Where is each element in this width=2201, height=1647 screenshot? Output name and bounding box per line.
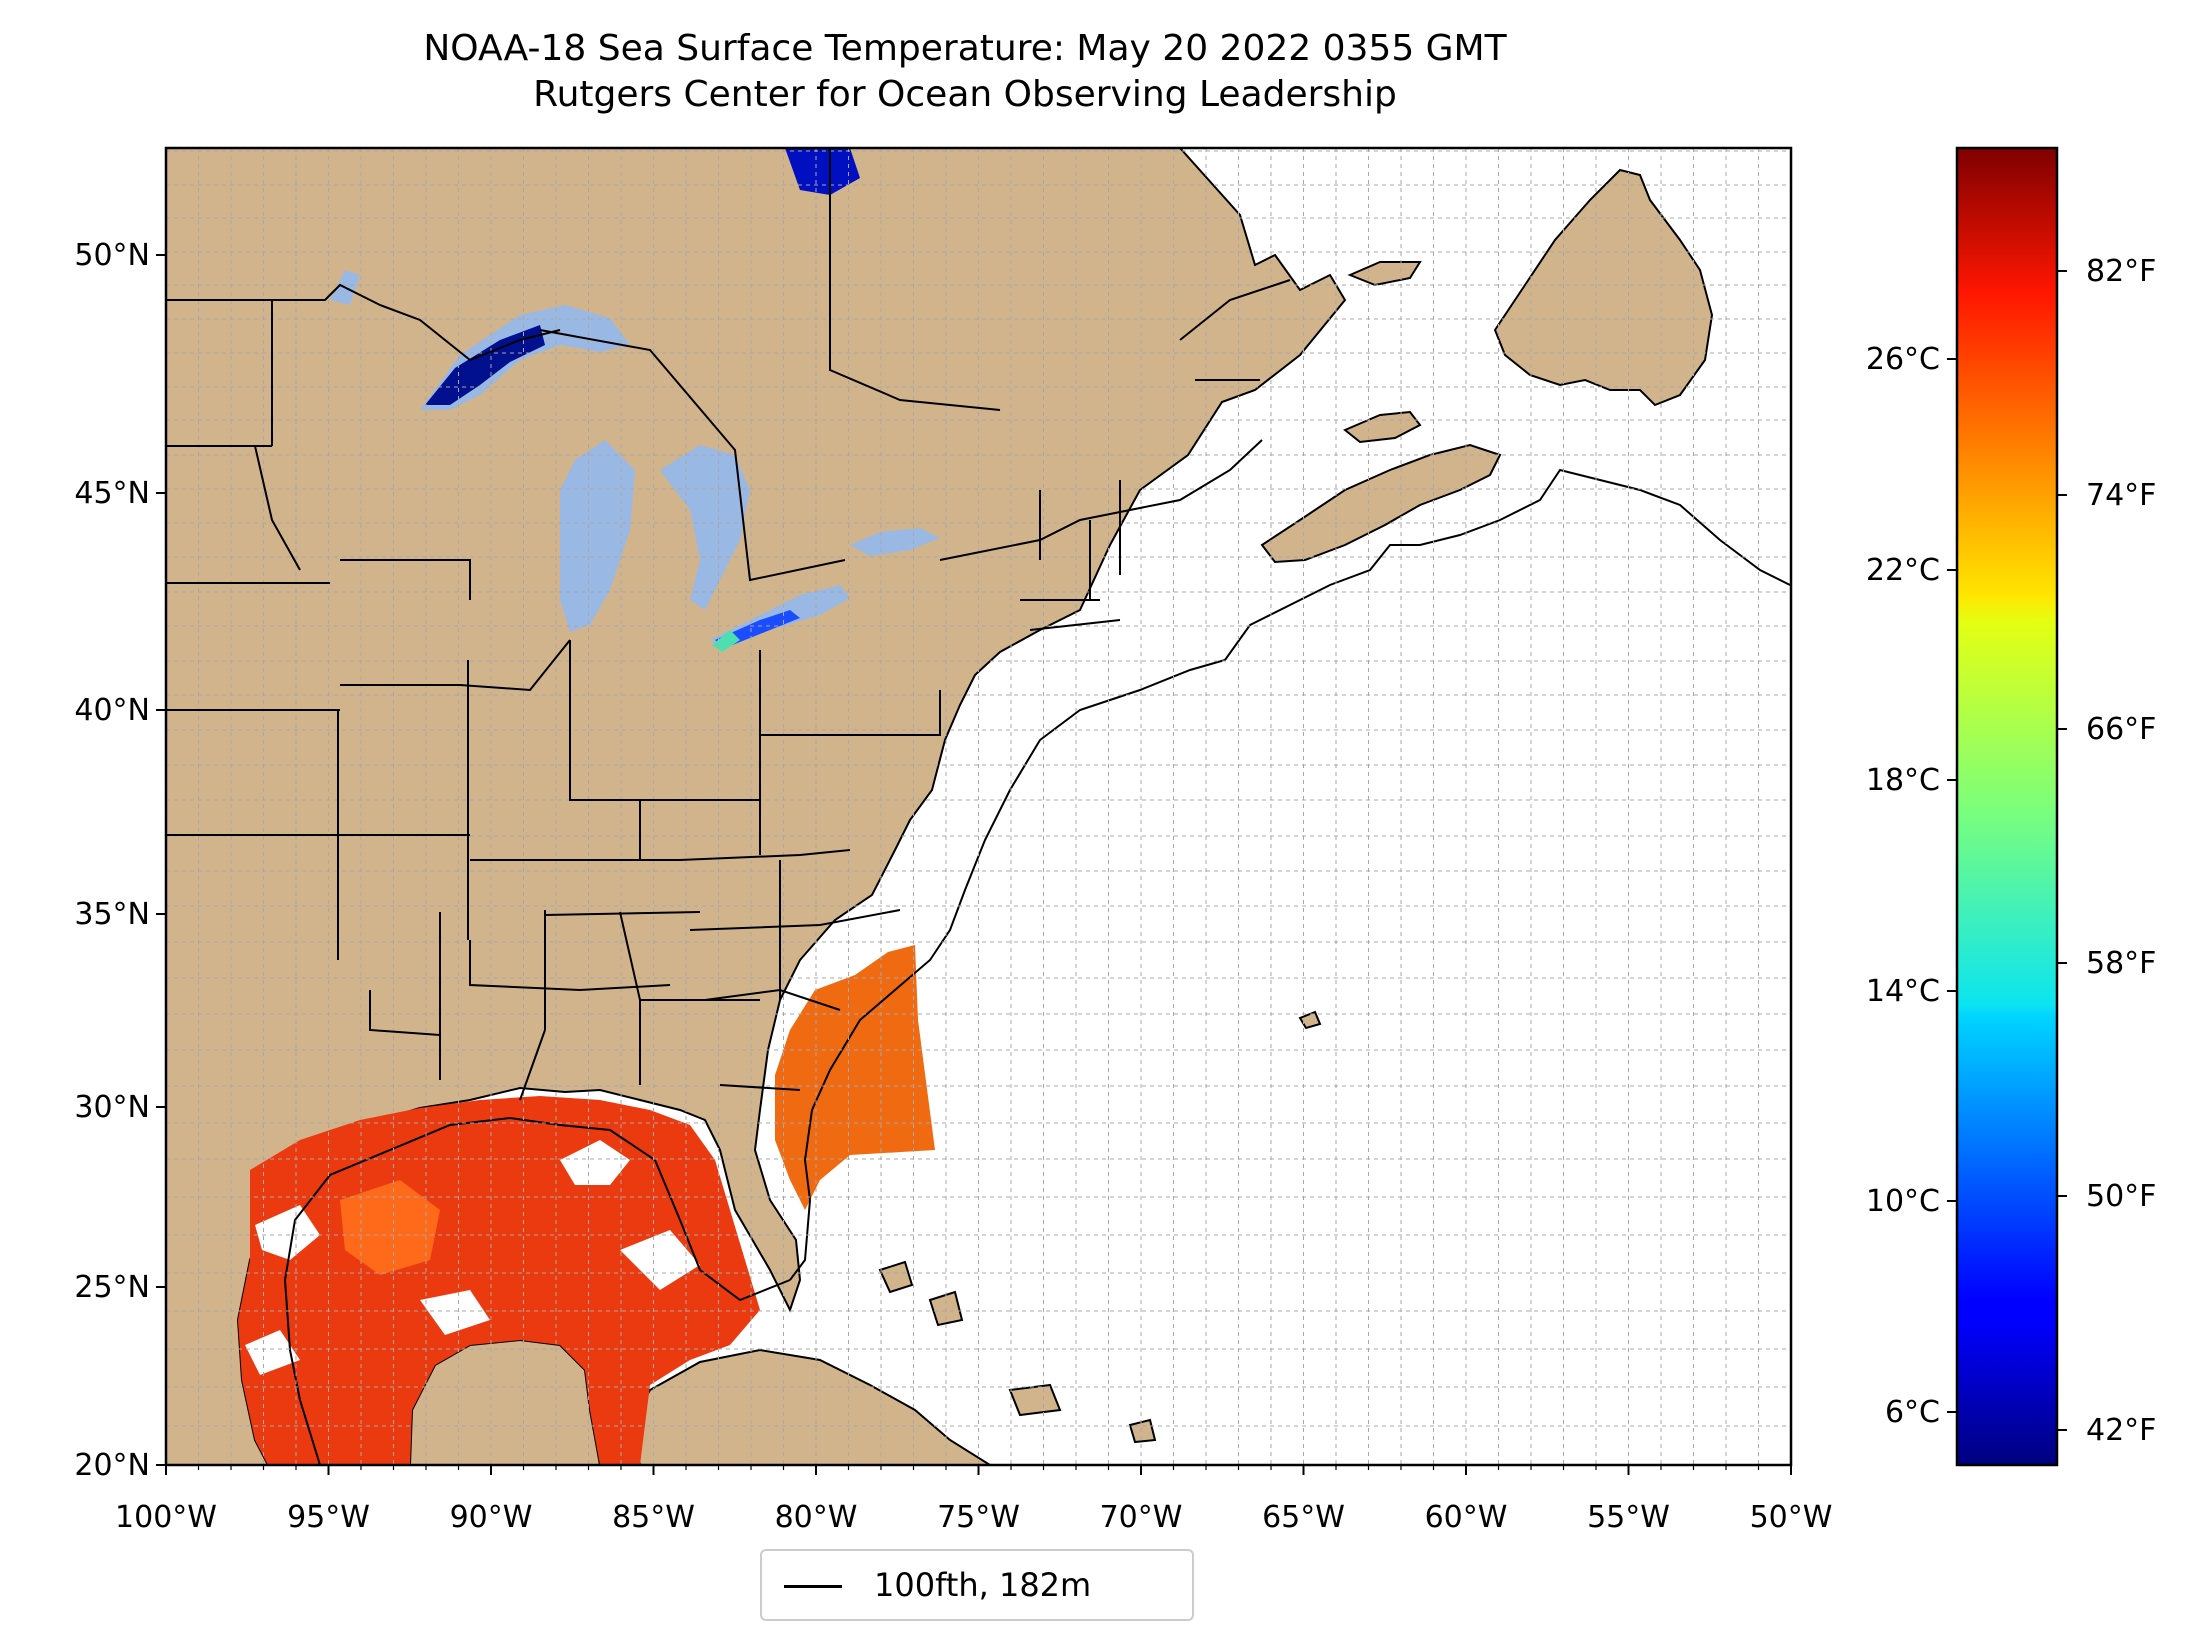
lat-tick-label: 20°N: [74, 1448, 150, 1483]
lon-tick-label: 50°W: [1750, 1500, 1833, 1535]
lake-michigan: [560, 440, 635, 632]
celsius-tick-label: 10°C: [1866, 1184, 1940, 1219]
lat-tick-label: 25°N: [74, 1270, 150, 1305]
lat-tick-label: 35°N: [74, 897, 150, 932]
sst-gulf-of-mexico: [238, 1096, 760, 1465]
isobath-100fth-gulf: [283, 1116, 791, 1465]
lake-huron: [660, 445, 750, 610]
map-area: [166, 148, 1791, 1465]
fahrenheit-tick-label: 42°F: [2086, 1413, 2156, 1448]
title-line-2: Rutgers Center for Ocean Observing Leade…: [533, 74, 1397, 115]
graticule: [166, 148, 1791, 1465]
lat-tick-labels: 20°N 25°N 30°N 35°N 40°N 45°N 50°N: [74, 238, 150, 1483]
lon-tick-labels: 100°W 95°W 90°W 85°W 80°W 75°W 70°W 65°W…: [115, 1500, 1832, 1535]
legend-label: 100fth, 182m: [874, 1566, 1092, 1604]
celsius-tick-label: 14°C: [1866, 974, 1940, 1009]
celsius-tick-label: 18°C: [1866, 763, 1940, 798]
land-nova-scotia: [1260, 443, 1502, 564]
title-line-1: NOAA-18 Sea Surface Temperature: May 20 …: [423, 28, 1507, 69]
lon-tick-label: 70°W: [1100, 1500, 1183, 1535]
lon-tick-label: 90°W: [450, 1500, 533, 1535]
lon-tick-label: 95°W: [287, 1500, 370, 1535]
lat-tick-label: 45°N: [74, 476, 150, 511]
lat-tick-label: 50°N: [74, 238, 150, 273]
fahrenheit-tick-label: 50°F: [2086, 1179, 2156, 1214]
legend: 100fth, 182m: [760, 1549, 1194, 1621]
lat-tick-label: 30°N: [74, 1090, 150, 1125]
colorbar-fahrenheit-labels: 42°F 50°F 58°F 66°F 74°F 82°F: [2086, 254, 2156, 1448]
lon-tick-label: 75°W: [937, 1500, 1020, 1535]
lat-axis: [156, 254, 166, 1466]
map-title: NOAA-18 Sea Surface Temperature: May 20 …: [0, 26, 1930, 118]
lon-tick-label: 65°W: [1262, 1500, 1345, 1535]
sst-gulf-warm-patch: [340, 1180, 440, 1275]
colorbar-fahrenheit-ticks: [2057, 270, 2067, 1431]
land-anticosti: [1347, 261, 1422, 287]
lake-ontario: [850, 528, 940, 556]
lon-tick-label: 100°W: [115, 1500, 217, 1535]
fahrenheit-tick-label: 58°F: [2086, 946, 2156, 981]
cloud-gaps: [245, 1140, 700, 1375]
lon-tick-label: 60°W: [1425, 1500, 1508, 1535]
lon-tick-label: 85°W: [612, 1500, 695, 1535]
legend-line-swatch: [784, 1585, 842, 1588]
sst-hudson-bay-cold: [785, 148, 860, 195]
celsius-tick-label: 6°C: [1885, 1395, 1940, 1430]
sst-lake-superior-cold: [425, 325, 545, 405]
fahrenheit-tick-label: 82°F: [2086, 254, 2156, 289]
celsius-tick-label: 22°C: [1866, 553, 1940, 588]
political-borders: [166, 148, 1291, 1101]
sst-atlantic-southeast: [775, 945, 935, 1210]
celsius-tick-label: 26°C: [1866, 342, 1940, 377]
fahrenheit-tick-label: 74°F: [2086, 478, 2156, 513]
lat-tick-label: 40°N: [74, 693, 150, 728]
lon-tick-label: 80°W: [775, 1500, 858, 1535]
colorbar-celsius-ticks: [1947, 358, 1957, 1413]
colorbar-celsius-labels: 6°C 10°C 14°C 18°C 22°C 26°C: [1866, 342, 1940, 1430]
land-newfoundland: [1493, 168, 1714, 407]
lon-tick-label: 55°W: [1587, 1500, 1670, 1535]
isobath-100fth-atlantic: [789, 468, 1791, 1281]
fahrenheit-tick-label: 66°F: [2086, 712, 2156, 747]
lon-axis: [165, 1465, 1792, 1475]
colorbar: [1955, 146, 2059, 1467]
